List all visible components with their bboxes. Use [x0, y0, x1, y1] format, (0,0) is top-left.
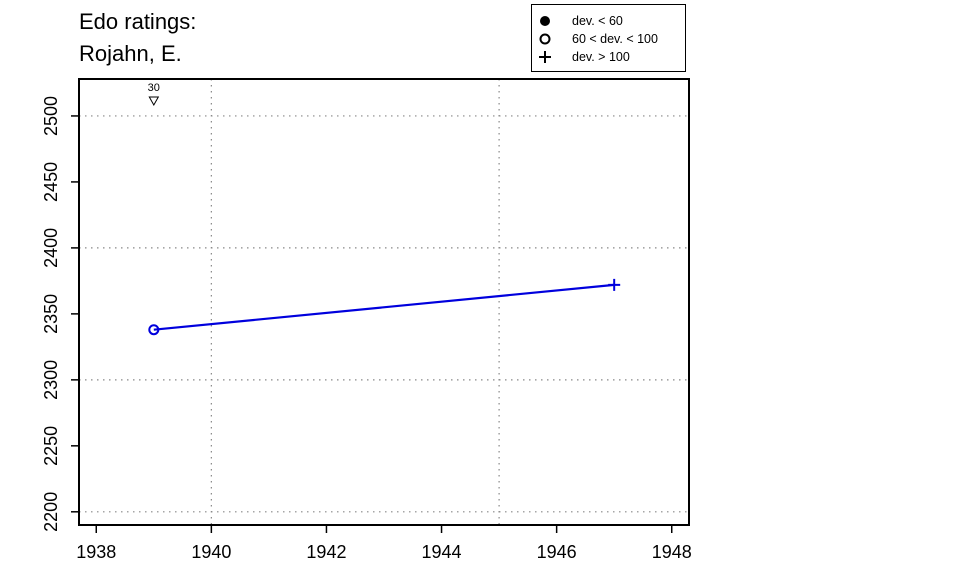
filled-circle-icon [540, 16, 550, 26]
plot-frame [78, 78, 690, 526]
x-tick-label: 1944 [422, 542, 462, 562]
series [148, 278, 621, 336]
legend-entry-plus: dev. > 100 [532, 48, 685, 66]
legend-label: 60 < dev. < 100 [572, 32, 658, 46]
plus-icon [539, 51, 551, 63]
annotations: 30 [148, 82, 160, 107]
y-tick-label: 2300 [41, 360, 61, 400]
legend-label: dev. > 100 [572, 50, 630, 64]
axes: 1938 1940 1942 1944 1946 1948 2200 2250 2300 2350… [41, 78, 692, 562]
triangle-down-icon [148, 96, 160, 107]
legend-label: dev. < 60 [572, 14, 623, 28]
legend-entry-filled: dev. < 60 [532, 12, 685, 30]
open-circle-icon [539, 33, 551, 45]
legend: dev. < 60 60 < dev. < 100 dev. > 100 [531, 4, 686, 72]
series-line [153, 283, 615, 331]
chart-title-line-2: Rojahn, E. [79, 41, 182, 66]
y-tick-label: 2500 [41, 96, 61, 136]
data-point [608, 278, 621, 291]
x-tick-label: 1946 [537, 542, 577, 562]
y-tick-label: 2450 [41, 162, 61, 202]
x-tick-label: 1940 [191, 542, 231, 562]
annotation-label: 30 [148, 82, 160, 94]
x-tick-label: 1948 [652, 542, 692, 562]
data-point [148, 324, 160, 336]
y-tick-label: 2400 [41, 228, 61, 268]
y-tick-label: 2250 [41, 426, 61, 466]
x-tick-label: 1942 [306, 542, 346, 562]
legend-entry-open: 60 < dev. < 100 [532, 30, 685, 48]
y-tick-label: 2350 [41, 294, 61, 334]
y-tick-label: 2200 [41, 492, 61, 532]
chart-title-line-1: Edo ratings: [79, 9, 197, 34]
x-tick-label: 1938 [76, 542, 116, 562]
grid-lines [79, 79, 689, 525]
